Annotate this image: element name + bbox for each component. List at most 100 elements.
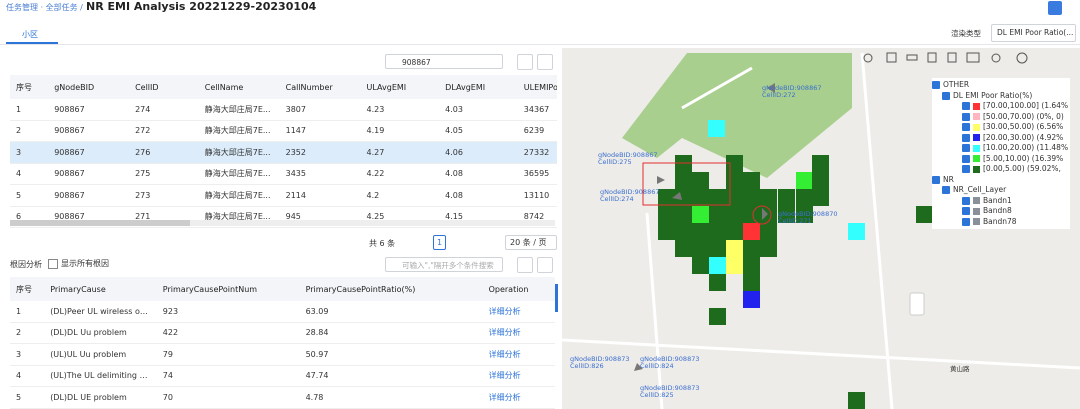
- cell-id: CellID:826: [570, 362, 604, 370]
- table-cell: 2: [10, 322, 45, 344]
- table-cell: 908867: [48, 163, 130, 185]
- checkbox: [942, 91, 950, 100]
- grid-cell: [743, 291, 760, 308]
- swatch: [973, 123, 980, 131]
- table-row[interactable]: 3 (UL)UL Uu problem 79 50.97 详细分析: [10, 343, 555, 366]
- legend-text: NR_Cell_Layer: [953, 185, 1007, 194]
- legend-item[interactable]: [0.00,5.00) (59.02%,: [932, 164, 1070, 175]
- legend-item[interactable]: [5.00,10.00) (16.39%: [932, 154, 1070, 165]
- table-cell: 3807: [279, 99, 361, 121]
- swatch: [973, 165, 980, 173]
- road-label: 黄山路: [950, 365, 970, 373]
- render-select[interactable]: DL EMI Poor Ratio(...: [991, 24, 1076, 42]
- link[interactable]: 详细分析: [482, 343, 555, 366]
- table-cell: 908867: [48, 120, 130, 142]
- grid-cell: [743, 172, 760, 189]
- grid-cell: [796, 172, 813, 189]
- grid-cell: [726, 172, 743, 189]
- tab[interactable]: 小区: [22, 30, 38, 39]
- cell-id: CellID:275: [598, 158, 632, 166]
- legend-item[interactable]: [50.00,70.00) (0%, 0): [932, 112, 1070, 123]
- columns-button[interactable]: [537, 54, 553, 70]
- table-row[interactable]: 5 (DL)DL UE problem 70 4.78 详细分析: [10, 386, 555, 409]
- table-row[interactable]: 2 (DL)DL Uu problem 422 28.84 详细分析: [10, 322, 555, 344]
- grid-cell: [796, 189, 813, 206]
- table-cell: 28.84: [299, 322, 483, 344]
- table-cell: 272: [129, 120, 199, 142]
- legend-item[interactable]: [70.00,100.00] (1.64%: [932, 101, 1070, 112]
- link[interactable]: 详细分析: [482, 365, 555, 387]
- column-header: 序号: [10, 75, 49, 99]
- total: 共 6 条: [369, 239, 396, 248]
- table-cell: 6239: [517, 120, 557, 142]
- legend-text: Bandn1: [983, 195, 1012, 205]
- table-cell: 静海大邱庄局7E...: [198, 99, 280, 121]
- legend-group[interactable]: OTHER: [932, 80, 1070, 91]
- table-cell: 4.05: [439, 120, 518, 142]
- search-input[interactable]: 908867: [385, 54, 503, 69]
- column-header: DLAvgEMI: [439, 75, 518, 99]
- table-row[interactable]: 4 (UL)The UL delimiting co... 74 47.74 详细分析: [10, 365, 555, 387]
- page-size[interactable]: 20 条 / 页: [505, 235, 557, 250]
- cell-id: CellID:274: [600, 195, 634, 203]
- grid-cell: [812, 172, 829, 189]
- legend-item[interactable]: [20.00,30.00) (4.92%: [932, 133, 1070, 144]
- legend-item[interactable]: Bandn78: [932, 217, 1070, 228]
- legend-group[interactable]: NR: [932, 175, 1070, 186]
- layer-toggle[interactable]: [909, 292, 925, 316]
- filter-button[interactable]: [517, 257, 533, 273]
- legend-text: NR: [943, 174, 954, 184]
- legend-text: [0.00,5.00) (59.02%,: [983, 164, 1061, 173]
- page-button[interactable]: 1: [433, 235, 446, 250]
- header-row: 序号 PrimaryCause PrimaryCausePointNum Primar…: [10, 277, 555, 301]
- table-cell: 79: [156, 343, 300, 366]
- grid-cell: [726, 240, 743, 257]
- show-all[interactable]: 显示所有根因: [48, 258, 109, 269]
- link[interactable]: 详细分析: [482, 322, 555, 344]
- table-row[interactable]: 3 908867 276 静海大邱庄局7E... 2352 4.27 4.06 27332: [10, 141, 557, 164]
- legend-layer[interactable]: NR_Cell_Layer: [932, 185, 1070, 196]
- section-title: 根因分析: [10, 260, 42, 269]
- icon-button[interactable]: [1048, 1, 1062, 15]
- checkbox: [962, 165, 970, 173]
- grid-cell: [778, 206, 795, 223]
- site-label: gNodeBID:908867 CellID:275: [598, 152, 657, 166]
- legend-item[interactable]: Bandn1: [932, 196, 1070, 207]
- link[interactable]: 详细分析: [482, 386, 555, 409]
- grid-cell: [743, 240, 760, 257]
- table-row[interactable]: 5 908867 273 静海大邱庄局7E... 2114 4.2 4.08 13110: [10, 184, 557, 207]
- toolbar[interactable]: [863, 52, 1028, 64]
- table-cell: 4.19: [360, 120, 440, 142]
- table-row[interactable]: 2 908867 272 静海大邱庄局7E... 1147 4.19 4.05 6239: [10, 120, 557, 142]
- grid-cell: [709, 257, 726, 274]
- grid-cell: [760, 240, 777, 257]
- legend-item[interactable]: [30.00,50.00) (6.56%: [932, 122, 1070, 133]
- table-cell: (UL)UL Uu problem: [44, 343, 157, 366]
- table-cell: 3: [10, 343, 45, 366]
- table-cell: 2352: [279, 141, 361, 164]
- splitter[interactable]: [555, 284, 558, 312]
- filter-button[interactable]: [517, 54, 533, 70]
- cell-id: CellID:824: [640, 362, 674, 370]
- table-row[interactable]: 1 908867 274 静海大邱庄局7E... 3807 4.23 4.03 34367: [10, 99, 557, 121]
- link[interactable]: 详细分析: [482, 301, 555, 323]
- legend: OTHER DL EMI Poor Ratio(%) [70.00,100.00] …: [932, 78, 1070, 229]
- table-cell: (DL)DL Uu problem: [44, 322, 157, 344]
- table-row[interactable]: 1 (DL)Peer UL wireless or t... 923 63.09 详细分…: [10, 301, 555, 323]
- table-cell: 4.06: [439, 141, 518, 164]
- grid-cell: [708, 120, 725, 137]
- legend-item[interactable]: [10.00,20.00) (11.48%: [932, 143, 1070, 154]
- table-cell: (UL)The UL delimiting co...: [44, 365, 157, 387]
- legend-layer[interactable]: DL EMI Poor Ratio(%): [932, 91, 1070, 102]
- divider: [0, 44, 1080, 45]
- table-row[interactable]: 4 908867 275 静海大邱庄局7E... 3435 4.22 4.08 36595: [10, 163, 557, 185]
- columns-button[interactable]: [537, 257, 553, 273]
- search-input[interactable]: 可输入","隔开多个条件搜索: [385, 257, 503, 272]
- selected-site: [752, 205, 772, 225]
- table-cell: 静海大邱庄局7E...: [198, 163, 280, 185]
- grid-cell: [692, 206, 709, 223]
- legend-item[interactable]: Bandn8: [932, 206, 1070, 217]
- legend-text: OTHER: [943, 80, 970, 89]
- breadcrumb[interactable]: 任务管理 · 全部任务 /: [6, 3, 83, 12]
